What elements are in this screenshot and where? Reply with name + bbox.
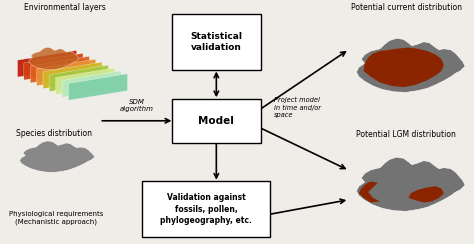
Polygon shape (62, 71, 121, 98)
Text: Validation against
fossils, pollen,
phylogeography, etc.: Validation against fossils, pollen, phyl… (160, 193, 252, 225)
Text: SDM
algorithm: SDM algorithm (119, 99, 154, 112)
Polygon shape (24, 53, 83, 80)
Polygon shape (56, 68, 115, 95)
FancyBboxPatch shape (172, 99, 261, 143)
Text: Project model
in time and/or
space: Project model in time and/or space (274, 97, 321, 118)
Text: Model: Model (199, 116, 234, 126)
Polygon shape (68, 74, 128, 101)
Polygon shape (18, 51, 77, 77)
Polygon shape (409, 186, 444, 203)
Text: Statistical
validation: Statistical validation (191, 31, 242, 52)
Polygon shape (364, 48, 444, 87)
Polygon shape (19, 141, 95, 173)
Polygon shape (356, 157, 465, 211)
Polygon shape (29, 47, 79, 70)
Text: Physiological requirements
(Mechanistic approach): Physiological requirements (Mechanistic … (9, 211, 103, 224)
Text: Species distribution: Species distribution (16, 129, 92, 138)
FancyBboxPatch shape (172, 14, 261, 70)
Polygon shape (359, 182, 380, 203)
Polygon shape (49, 65, 109, 92)
Polygon shape (356, 38, 465, 92)
FancyBboxPatch shape (143, 182, 270, 237)
Text: Potential current distribution: Potential current distribution (351, 3, 462, 12)
Text: Potential LGM distribution: Potential LGM distribution (356, 131, 456, 140)
Text: Environmental layers: Environmental layers (24, 3, 106, 12)
Polygon shape (43, 62, 102, 89)
Polygon shape (30, 56, 89, 83)
Polygon shape (36, 59, 96, 86)
